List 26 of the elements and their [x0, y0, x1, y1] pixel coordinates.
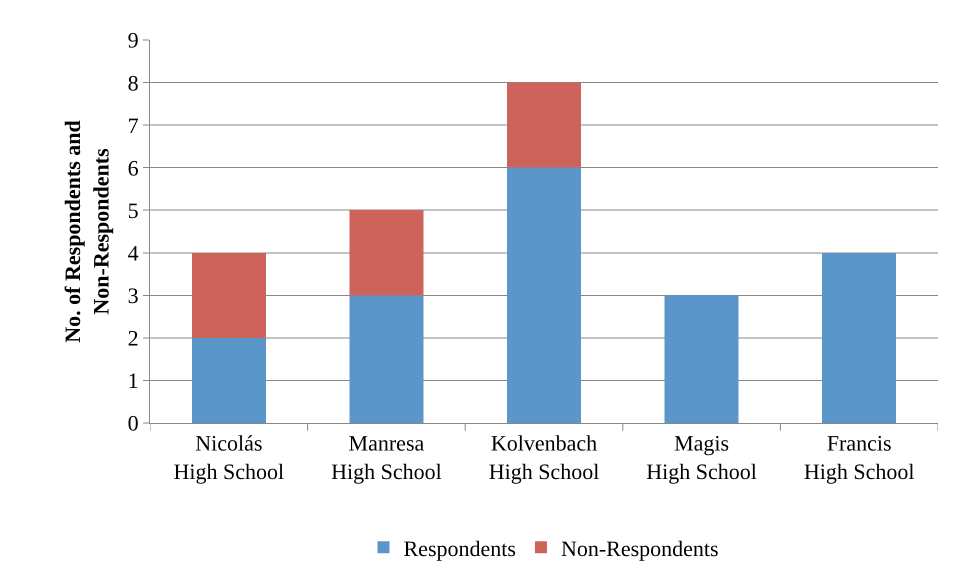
bar: [664, 295, 739, 423]
x-tick-label: Nicolás High School: [173, 430, 284, 484]
bar: [822, 252, 896, 423]
x-tick-label: Magis High School: [646, 430, 757, 484]
y-tick-label: 0: [128, 410, 139, 436]
x-tick-label: Francis High School: [804, 430, 915, 484]
legend-label: Non-Respondents: [560, 536, 719, 561]
bar: [192, 252, 266, 338]
x-tick-label: Manresa High School: [331, 430, 442, 484]
y-tick-label: 6: [128, 155, 139, 180]
y-axis-title: No. of Respondents and Non-Respondents: [60, 120, 114, 343]
y-tick-label: 2: [128, 326, 139, 351]
y-tick-label: 5: [128, 198, 139, 223]
bar: [349, 295, 424, 423]
y-tick-label: 7: [128, 112, 139, 138]
y-tick-label: 9: [128, 28, 139, 53]
y-tick-label: 1: [128, 368, 139, 394]
bar: [349, 210, 424, 296]
y-tick-label: 3: [128, 283, 139, 308]
bar: [192, 338, 266, 423]
legend-label: Respondents: [404, 536, 516, 561]
x-tick-label: Kolvenbach High School: [488, 430, 600, 484]
bar: [506, 82, 582, 168]
bar: [506, 168, 582, 423]
y-tick-label: 4: [128, 240, 139, 266]
y-tick-label: 8: [128, 70, 139, 96]
